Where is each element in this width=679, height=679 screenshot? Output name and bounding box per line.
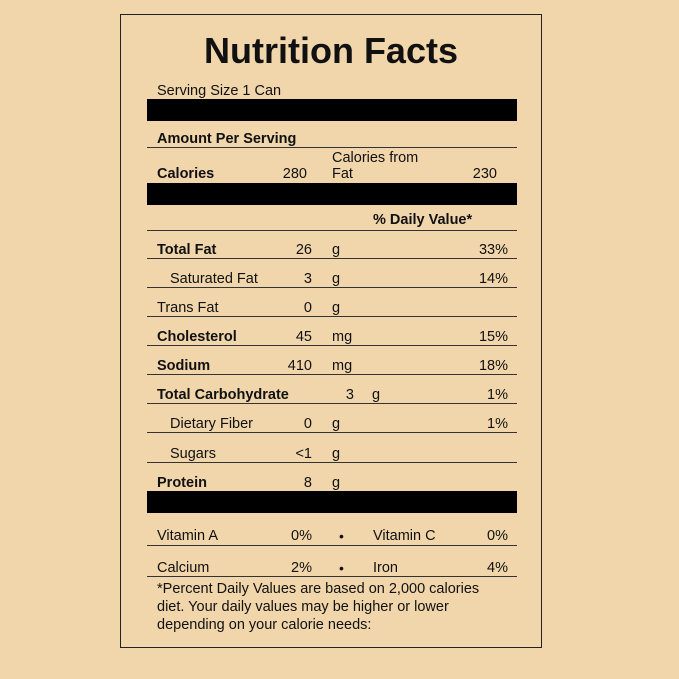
vitamin-left-label: Vitamin A	[157, 528, 218, 544]
nutrient-amount: 410	[287, 358, 312, 374]
nutrient-label: Sodium	[157, 358, 211, 374]
nutrient-label: Cholesterol	[157, 329, 237, 345]
vitamin-left-value: 2%	[291, 560, 312, 576]
nutrient-label: Saturated Fat	[170, 271, 258, 287]
divider	[147, 147, 517, 148]
nutrient-dv: 15%	[478, 329, 508, 345]
nutrient-dv: 1%	[487, 387, 508, 403]
nutrient-amount: 0	[303, 300, 312, 316]
calories-from-fat-label-2: Fat	[332, 166, 353, 182]
footnote-line: diet. Your daily values may be higher or…	[157, 599, 449, 615]
divider	[147, 462, 517, 463]
divider	[147, 287, 517, 288]
nutrient-amount: 45	[295, 329, 312, 345]
bullet: •	[339, 528, 344, 544]
divider	[147, 403, 517, 404]
vitamin-right-label: Vitamin C	[373, 528, 436, 544]
vitamin-left-label: Calcium	[157, 560, 210, 576]
nutrient-unit: g	[332, 242, 341, 258]
calories-from-fat-value: 230	[472, 166, 497, 182]
footnote-line: *Percent Daily Values are based on 2,000…	[157, 581, 480, 597]
amount-per-serving: Amount Per Serving	[157, 131, 297, 147]
nutrient-unit: g	[332, 446, 341, 462]
nutrient-unit: g	[332, 416, 341, 432]
divider	[147, 316, 517, 317]
nutrient-dv: 18%	[478, 358, 508, 374]
nutrient-unit: g	[332, 300, 341, 316]
label-title: Nutrition Facts	[203, 30, 458, 71]
nutrient-amount: <1	[295, 446, 312, 462]
nutrient-amount: 3	[303, 271, 312, 287]
footnote-line: depending on your calorie needs:	[157, 617, 372, 633]
thick-divider	[147, 183, 517, 205]
nutrient-label: Total Fat	[157, 242, 217, 258]
nutrient-unit: mg	[332, 358, 353, 374]
nutrient-label: Total Carbohydrate	[157, 387, 289, 403]
nutrient-unit: mg	[332, 329, 353, 345]
daily-value-header: % Daily Value*	[373, 212, 473, 228]
thick-divider	[147, 99, 517, 121]
thick-divider	[147, 491, 517, 513]
divider	[147, 545, 517, 546]
nutrient-unit: g	[332, 475, 341, 491]
divider	[147, 374, 517, 375]
nutrient-amount: 0	[303, 416, 312, 432]
divider	[147, 345, 517, 346]
nutrient-label: Sugars	[170, 446, 216, 462]
divider	[147, 432, 517, 433]
nutrient-amount: 8	[303, 475, 312, 491]
nutrient-unit: g	[372, 387, 381, 403]
calories-from-fat-label: Calories from	[332, 150, 419, 166]
bullet: •	[339, 560, 344, 576]
nutrient-label: Trans Fat	[157, 300, 219, 316]
divider	[147, 230, 517, 231]
vitamin-right-label: Iron	[373, 560, 398, 576]
nutrient-dv: 1%	[487, 416, 508, 432]
divider	[147, 576, 517, 577]
nutrient-dv: 14%	[478, 271, 508, 287]
calories-value: 280	[282, 166, 307, 182]
nutrient-amount: 26	[295, 242, 312, 258]
vitamin-right-value: 0%	[487, 528, 508, 544]
nutrient-dv: 33%	[478, 242, 508, 258]
calories-label: Calories	[157, 166, 215, 182]
nutrition-facts-label: Nutrition Facts Serving Size 1 Can Amoun…	[120, 14, 542, 648]
nutrient-unit: g	[332, 271, 341, 287]
divider	[147, 258, 517, 259]
nutrient-label: Protein	[157, 475, 207, 491]
vitamin-left-value: 0%	[291, 528, 312, 544]
serving-size: Serving Size 1 Can	[157, 83, 282, 99]
vitamin-right-value: 4%	[487, 560, 508, 576]
nutrient-label: Dietary Fiber	[170, 416, 253, 432]
nutrient-amount: 3	[345, 387, 354, 403]
